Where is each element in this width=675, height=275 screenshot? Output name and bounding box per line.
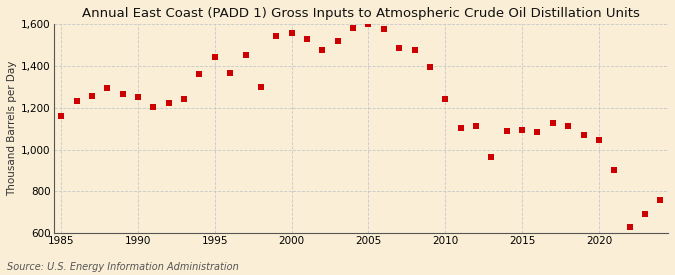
Point <box>394 46 404 50</box>
Point <box>440 97 451 101</box>
Point <box>547 121 558 126</box>
Point <box>286 31 297 35</box>
Point <box>593 138 604 142</box>
Point <box>179 97 190 101</box>
Point <box>225 71 236 75</box>
Point <box>348 26 358 30</box>
Point <box>502 128 512 133</box>
Point <box>578 133 589 137</box>
Point <box>379 27 389 31</box>
Y-axis label: Thousand Barrels per Day: Thousand Barrels per Day <box>7 61 17 196</box>
Point <box>455 125 466 130</box>
Point <box>240 53 251 57</box>
Point <box>332 39 343 43</box>
Point <box>363 22 374 26</box>
Point <box>132 95 143 99</box>
Point <box>148 104 159 109</box>
Point <box>532 130 543 134</box>
Point <box>317 48 328 52</box>
Point <box>609 168 620 173</box>
Point <box>563 124 574 129</box>
Point <box>640 212 651 217</box>
Title: Annual East Coast (PADD 1) Gross Inputs to Atmospheric Crude Oil Distillation Un: Annual East Coast (PADD 1) Gross Inputs … <box>82 7 640 20</box>
Point <box>271 34 281 39</box>
Point <box>163 101 174 106</box>
Point <box>516 127 527 132</box>
Point <box>624 225 635 229</box>
Point <box>486 155 497 159</box>
Point <box>86 94 97 98</box>
Point <box>302 36 313 41</box>
Point <box>256 84 267 89</box>
Point <box>209 55 220 60</box>
Point <box>470 124 481 129</box>
Point <box>102 86 113 90</box>
Point <box>194 72 205 76</box>
Point <box>425 65 435 69</box>
Point <box>409 48 420 52</box>
Text: Source: U.S. Energy Information Administration: Source: U.S. Energy Information Administ… <box>7 262 238 272</box>
Point <box>117 92 128 96</box>
Point <box>56 114 67 118</box>
Point <box>71 99 82 104</box>
Point <box>655 197 666 202</box>
